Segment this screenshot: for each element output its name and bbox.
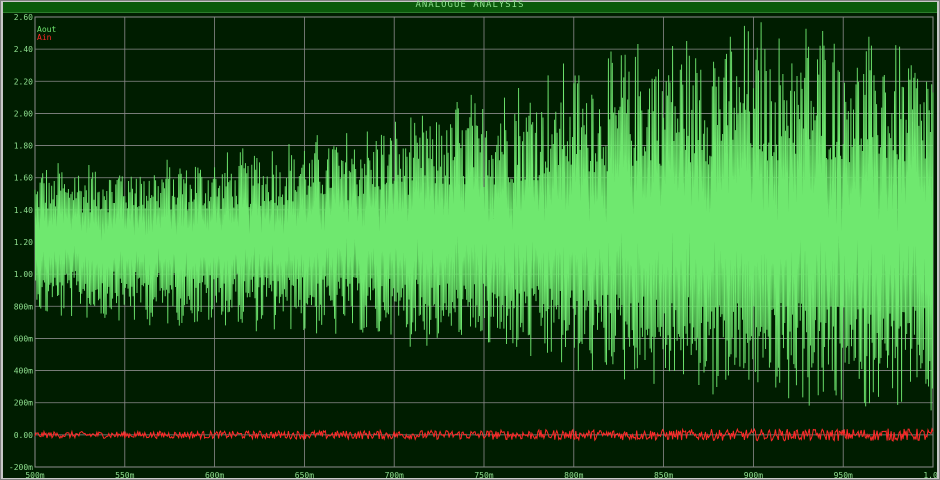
x-tick-label: 750m: [474, 471, 493, 478]
x-tick-label: 650m: [295, 471, 314, 478]
y-tick-label: -200m: [9, 463, 33, 472]
y-tick-label: 1.00: [14, 270, 33, 279]
legend: Aout Ain: [37, 26, 56, 42]
legend-item-ain: Ain: [37, 33, 52, 42]
y-tick-label: 2.60: [14, 13, 33, 22]
y-tick-label: 800m: [14, 302, 33, 311]
x-tick-label: 800m: [564, 471, 583, 478]
x-tick-label: 700m: [385, 471, 404, 478]
y-tick-label: 2.20: [14, 77, 33, 86]
legend-item-aout: Aout: [37, 25, 57, 34]
y-tick-label: 600m: [14, 334, 33, 343]
y-tick-label: 1.60: [14, 174, 33, 183]
y-tick-label: 400m: [14, 367, 33, 376]
series-ain-line: [34, 427, 934, 442]
series-aout-line: [34, 22, 934, 411]
x-tick-label: 850m: [654, 471, 673, 478]
y-tick-label: 200m: [14, 399, 33, 408]
x-tick-label: 600m: [205, 471, 224, 478]
x-tick-label: 900m: [744, 471, 763, 478]
y-tick-label: 1.20: [14, 238, 33, 247]
plot-area[interactable]: 500m 550m 600m 650m 700m 750m 800m 850m 900m 950m…: [3, 13, 937, 478]
y-tick-label: 0.00: [14, 431, 33, 440]
y-tick-label: 1.40: [14, 206, 33, 215]
x-tick-label: 550m: [115, 471, 134, 478]
y-tick-label: 1.80: [14, 142, 33, 151]
y-tick-label: 2.40: [14, 45, 33, 54]
y-tick-label: 2.00: [14, 109, 33, 118]
window-title: ANALOGUE ANALYSIS: [415, 0, 525, 10]
x-tick-label: 500m: [25, 471, 44, 478]
x-tick-label: 950m: [834, 471, 853, 478]
x-tick-label: 1.00: [923, 471, 937, 478]
chart-svg: 500m 550m 600m 650m 700m 750m 800m 850m 900m 950m…: [9, 13, 937, 478]
window-titlebar[interactable]: ANALOGUE ANALYSIS: [3, 0, 937, 13]
